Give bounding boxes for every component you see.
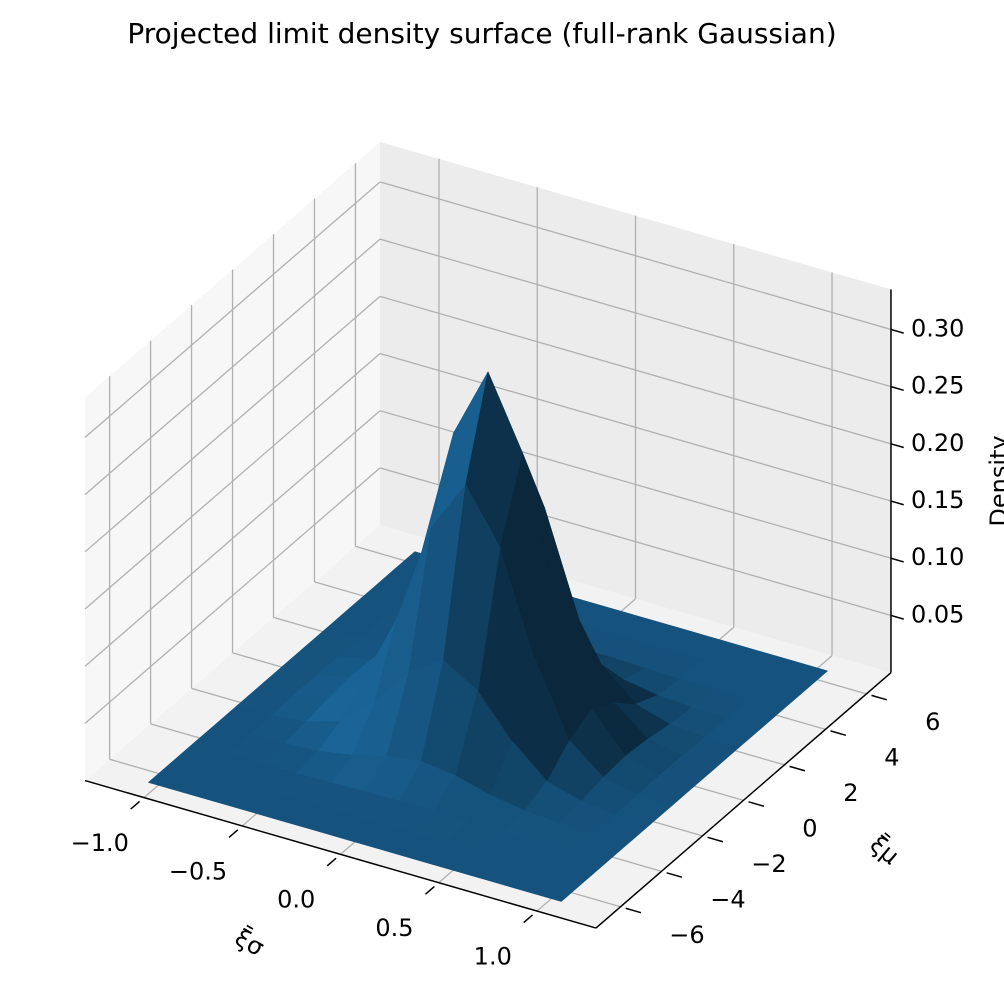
grid-line [379,352,892,502]
tick-mark [890,443,904,449]
z-tick-label: 0.20 [911,429,964,457]
y-tick-label: 6 [925,708,940,736]
y-axis-label: ξ̄μ [865,829,906,870]
grid-line [84,295,381,553]
y-tick-label: 4 [884,744,899,772]
grid-line [379,181,892,331]
z-tick-label: 0.15 [911,486,964,514]
y-tick-label: −4 [710,885,745,913]
axis-line [84,779,597,929]
tick-mark [890,557,904,563]
tick-mark [424,885,435,895]
x-tick-label: −1.0 [71,829,129,857]
grid-line [84,353,381,610]
tick-mark [707,836,724,843]
tick-mark [890,328,904,334]
tick-mark [130,800,141,810]
tick-mark [625,907,642,914]
grid-line [84,467,381,724]
x-tick-label: 0.0 [277,886,315,914]
tick-mark [890,614,904,620]
tick-mark [523,914,534,924]
x-tick-label: −0.5 [169,857,227,885]
tick-mark [228,829,239,839]
axis-line [595,672,892,929]
tick-mark [871,694,888,701]
y-tick-label: −6 [669,921,704,949]
y-tick-label: −2 [751,850,786,878]
tick-mark [326,857,337,867]
grid-line [379,238,892,388]
x-tick-label: 0.5 [375,914,413,942]
z-tick-label: 0.30 [911,314,964,342]
tick-mark [890,500,904,506]
surface-cell [465,371,523,547]
tick-mark [666,872,683,878]
grid-line [84,410,381,667]
grid-line [379,295,892,445]
z-tick-label: 0.05 [911,600,964,628]
y-tick-label: 0 [802,815,817,843]
tick-mark [748,801,765,807]
surface-cell [526,871,584,902]
grid-line [84,181,381,438]
chart-title: Projected limit density surface (full-ra… [127,17,836,50]
x-axis-label: ξ̄σ [230,922,269,962]
y-tick-label: 2 [843,779,858,807]
x-tick-label: 1.0 [474,942,512,970]
z-tick-label: 0.10 [911,543,964,571]
z-axis-label: Density [985,435,1004,526]
z-tick-label: 0.25 [911,372,964,400]
grid-line [84,238,381,496]
tick-mark [830,730,847,737]
tick-mark [789,765,806,772]
tick-mark [890,385,904,392]
